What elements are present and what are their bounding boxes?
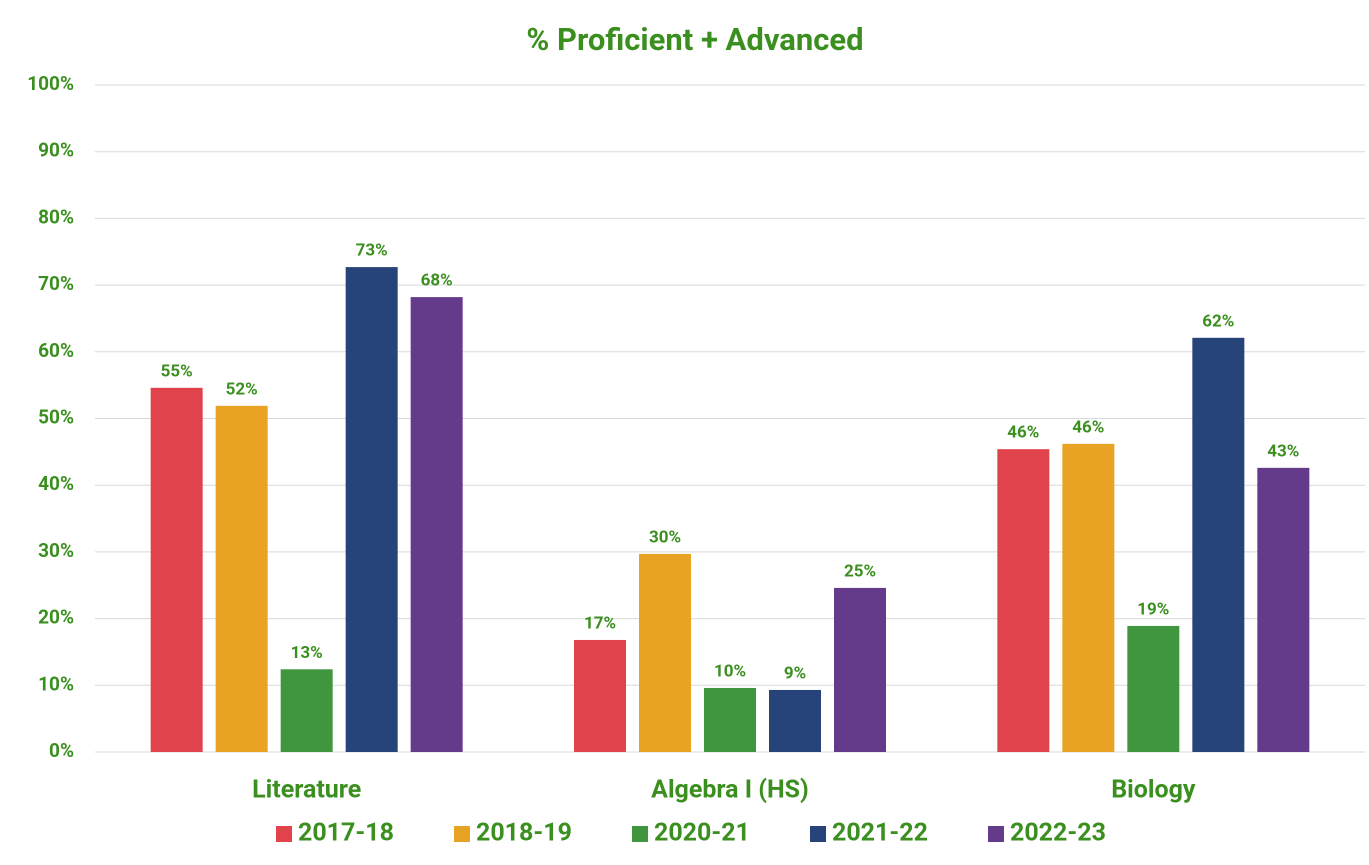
- data-label: 46%: [1007, 423, 1039, 443]
- data-label: 19%: [1137, 599, 1169, 619]
- bar: [410, 297, 463, 752]
- data-label: 43%: [1267, 441, 1299, 461]
- bar: [1062, 443, 1115, 752]
- data-label: 13%: [291, 643, 323, 663]
- bar: [769, 689, 821, 752]
- bar: [1257, 467, 1310, 752]
- data-label: 46%: [1072, 417, 1104, 437]
- y-tick-label: 90%: [38, 139, 74, 162]
- data-label: 73%: [356, 241, 388, 261]
- y-tick-label: 40%: [38, 472, 74, 495]
- y-tick-label: 80%: [38, 205, 74, 228]
- y-tick-label: 0%: [49, 739, 74, 762]
- bar: [574, 639, 626, 752]
- data-label: 62%: [1202, 311, 1234, 331]
- bar: [834, 587, 886, 752]
- y-tick-label: 50%: [38, 406, 74, 429]
- bar: [1192, 337, 1245, 752]
- legend-label: 2021-22: [832, 819, 928, 848]
- bar: [280, 669, 333, 752]
- bar: [150, 387, 203, 752]
- legend-label: 2022-23: [1010, 819, 1106, 848]
- y-tick-label: 100%: [27, 72, 74, 95]
- legend-label: 2018-19: [476, 819, 572, 848]
- x-tick-label: Algebra I (HS): [651, 776, 809, 805]
- bar: [1127, 625, 1180, 752]
- legend-swatch: [810, 826, 826, 842]
- legend-label: 2017-18: [298, 819, 394, 848]
- legend-swatch: [454, 826, 470, 842]
- data-label: 52%: [226, 379, 258, 399]
- data-label: 25%: [844, 561, 876, 581]
- bar: [215, 405, 268, 752]
- bar: [704, 687, 756, 752]
- bar: [639, 553, 691, 752]
- data-label: 17%: [584, 613, 616, 633]
- chart-title: % Proficient + Advanced: [526, 21, 863, 58]
- data-label: 9%: [784, 663, 806, 683]
- bar: [345, 267, 398, 752]
- x-tick-label: Literature: [252, 776, 361, 805]
- legend-swatch: [988, 826, 1004, 842]
- y-tick-label: 70%: [38, 272, 74, 295]
- bar: [997, 449, 1050, 752]
- legend-swatch: [276, 826, 292, 842]
- data-label: 30%: [649, 527, 681, 547]
- data-label: 68%: [421, 271, 453, 291]
- y-tick-label: 60%: [38, 339, 74, 362]
- legend-swatch: [632, 826, 648, 842]
- y-tick-label: 20%: [38, 606, 74, 629]
- legend-label: 2020-21: [654, 819, 750, 848]
- y-tick-label: 30%: [38, 539, 74, 562]
- x-tick-label: Biology: [1111, 776, 1196, 805]
- y-tick-label: 10%: [38, 672, 74, 695]
- data-label: 55%: [161, 361, 193, 381]
- data-label: 10%: [714, 661, 746, 681]
